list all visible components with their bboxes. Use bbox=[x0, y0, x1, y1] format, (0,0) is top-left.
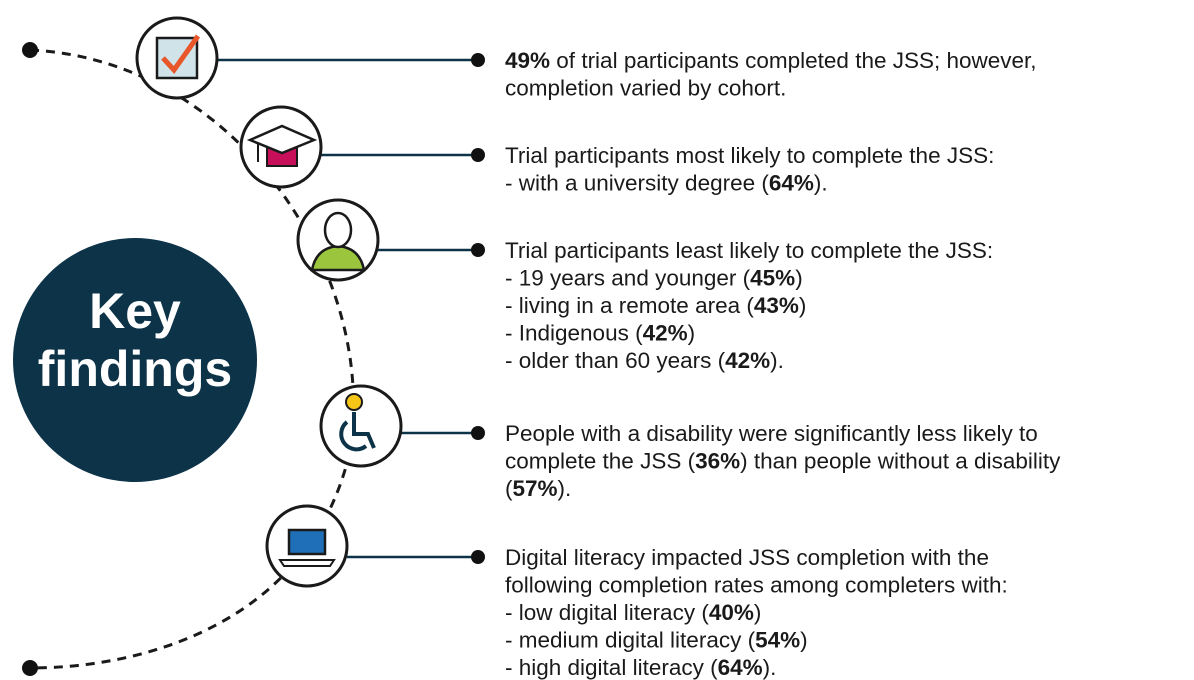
text-run: ). bbox=[770, 348, 784, 373]
laptop-base bbox=[278, 559, 336, 567]
text-run: - medium digital literacy ( bbox=[505, 628, 756, 653]
text-run: Trial participants most likely to comple… bbox=[505, 143, 994, 168]
text-run: ( bbox=[505, 476, 513, 501]
text-run: ) bbox=[799, 293, 807, 318]
finding-line: Trial participants most likely to comple… bbox=[505, 143, 994, 168]
text-run: ). bbox=[558, 476, 572, 501]
finding-line: 49% of trial participants completed the … bbox=[505, 48, 1037, 73]
percentage: 36% bbox=[695, 449, 740, 474]
finding-line: - older than 60 years (42%). bbox=[505, 348, 784, 373]
percentage: 57% bbox=[513, 476, 558, 501]
text-run: - living in a remote area ( bbox=[505, 293, 754, 318]
laptop-screen bbox=[287, 528, 327, 556]
person-head bbox=[323, 211, 353, 249]
text-run: - high digital literacy ( bbox=[505, 655, 718, 680]
percentage: 64% bbox=[718, 655, 763, 680]
finding-line: - Indigenous (42%) bbox=[505, 321, 695, 346]
percentage: 64% bbox=[769, 171, 814, 196]
title-line: Key bbox=[89, 283, 181, 339]
connectors bbox=[217, 53, 485, 564]
text-run: following completion rates among complet… bbox=[505, 573, 1008, 598]
finding-line: - low digital literacy (40%) bbox=[505, 600, 761, 625]
finding-line: - medium digital literacy (54%) bbox=[505, 628, 808, 653]
text-run: ). bbox=[814, 171, 828, 196]
text-run: of trial participants completed the JSS;… bbox=[550, 48, 1037, 73]
percentage: 42% bbox=[643, 321, 688, 346]
text-run: - 19 years and younger ( bbox=[505, 266, 751, 291]
finding-line: - high digital literacy (64%). bbox=[505, 655, 776, 680]
connector-dot bbox=[471, 148, 485, 162]
findings: 49% of trial participants completed the … bbox=[505, 48, 1061, 680]
text-run: - older than 60 years ( bbox=[505, 348, 726, 373]
percentage: 43% bbox=[754, 293, 799, 318]
wheelchair-head bbox=[345, 393, 363, 411]
finding-line: - 19 years and younger (45%) bbox=[505, 266, 803, 291]
finding-line: Trial participants least likely to compl… bbox=[505, 238, 993, 263]
icons bbox=[135, 16, 403, 588]
text-run: - with a university degree ( bbox=[505, 171, 769, 196]
percentage: 40% bbox=[709, 600, 754, 625]
text-run: - low digital literacy ( bbox=[505, 600, 709, 625]
percentage: 42% bbox=[725, 348, 770, 373]
text-run: ). bbox=[763, 655, 777, 680]
check-mark bbox=[161, 34, 201, 74]
finding-line: People with a disability were significan… bbox=[505, 421, 1038, 446]
finding-line: - living in a remote area (43%) bbox=[505, 293, 806, 318]
arc-end-dot bbox=[22, 660, 38, 676]
text-run: Digital literacy impacted JSS completion… bbox=[505, 545, 989, 570]
connector-dot bbox=[471, 426, 485, 440]
text-run: ) bbox=[795, 266, 803, 291]
key-circle bbox=[13, 238, 257, 482]
text-run: Trial participants least likely to compl… bbox=[505, 238, 993, 263]
finding-line: - with a university degree (64%). bbox=[505, 171, 828, 196]
text-run: completion varied by cohort. bbox=[505, 76, 786, 101]
connector-dot bbox=[471, 243, 485, 257]
percentage: 54% bbox=[755, 628, 800, 653]
finding-line: Digital literacy impacted JSS completion… bbox=[505, 545, 989, 570]
finding-line: completion varied by cohort. bbox=[505, 76, 786, 101]
finding-line: following completion rates among complet… bbox=[505, 573, 1008, 598]
text-run: ) bbox=[800, 628, 808, 653]
percentage: 45% bbox=[750, 266, 795, 291]
percentage: 49% bbox=[505, 48, 550, 73]
icon-circle bbox=[319, 384, 403, 468]
text-run: ) bbox=[688, 321, 696, 346]
arc-end-dot bbox=[22, 42, 38, 58]
finding-line: complete the JSS (36%) than people witho… bbox=[505, 449, 1061, 474]
title-line: findings bbox=[38, 341, 232, 397]
finding-line: (57%). bbox=[505, 476, 571, 501]
text-run: ) bbox=[754, 600, 762, 625]
text-run: People with a disability were significan… bbox=[505, 421, 1038, 446]
wheelchair-icon bbox=[339, 412, 376, 452]
text-run: complete the JSS ( bbox=[505, 449, 696, 474]
connector-dot bbox=[471, 550, 485, 564]
text-run: - Indigenous ( bbox=[505, 321, 643, 346]
cap-top bbox=[246, 124, 318, 155]
connector-dot bbox=[471, 53, 485, 67]
text-run: ) than people without a disability bbox=[740, 449, 1061, 474]
